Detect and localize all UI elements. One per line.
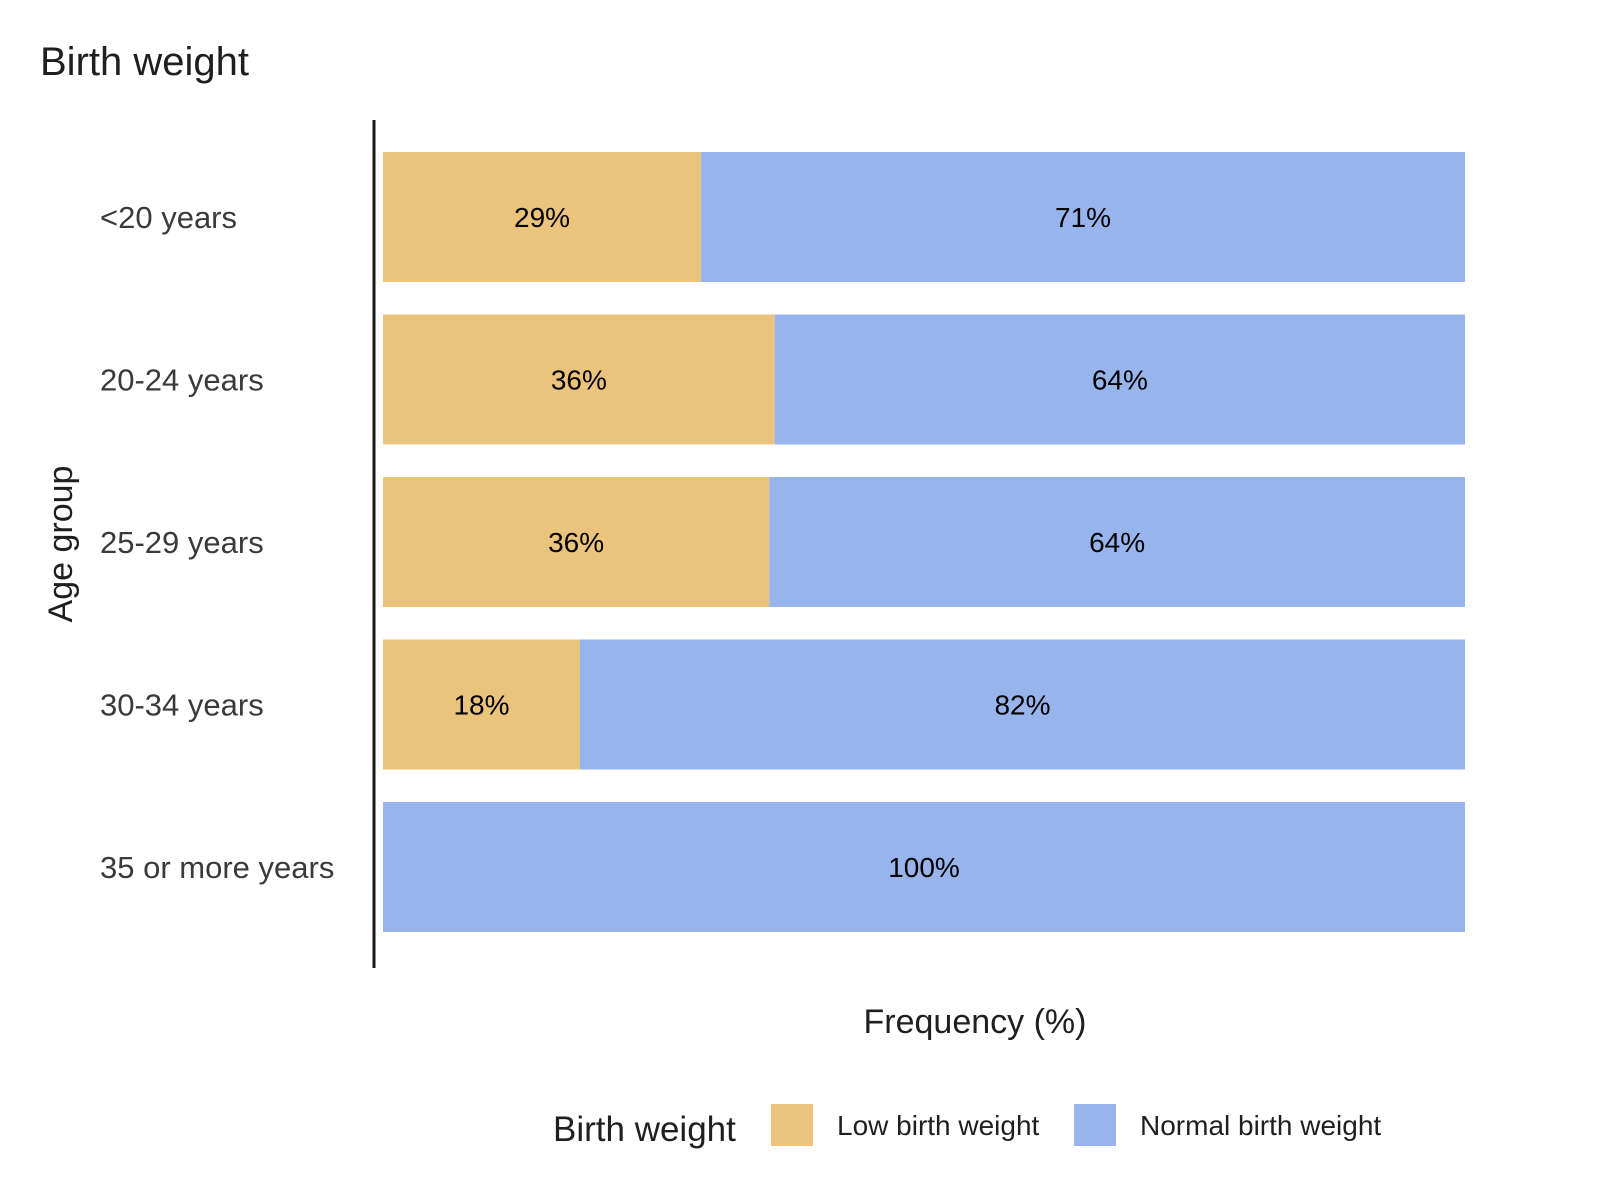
bar-segment-low [383, 639, 580, 770]
y-tick-labels: <20 years 20-24 years 25-29 years 30-34 yea… [100, 200, 334, 885]
data-label: 71% [1055, 202, 1111, 233]
data-label: 100% [888, 852, 960, 883]
bars-group [383, 152, 1465, 932]
data-label: 18% [453, 690, 509, 721]
data-label: 36% [551, 365, 607, 396]
data-label: 64% [1089, 527, 1145, 558]
y-tick-label: <20 years [100, 200, 237, 235]
y-axis-title: Age group [42, 466, 80, 623]
y-tick-label: 30-34 years [100, 688, 264, 723]
bar-segment-normal [769, 477, 1465, 607]
bar-segment-normal [701, 152, 1465, 282]
data-label: 64% [1092, 365, 1148, 396]
bar-segment-normal [579, 639, 1465, 770]
data-label: 36% [548, 527, 604, 558]
data-label: 29% [514, 202, 570, 233]
legend-key [1074, 1104, 1116, 1146]
legend-key [771, 1104, 813, 1146]
legend-label: Low birth weight [837, 1110, 1040, 1141]
legend: Birth weight Low birth weight Normal birt… [553, 1104, 1381, 1149]
bar-segment-low [383, 314, 775, 445]
bar-segment-normal [383, 802, 1465, 932]
data-label: 82% [994, 690, 1050, 721]
legend-items: Low birth weight Normal birth weight [771, 1104, 1381, 1146]
y-tick-label: 35 or more years [100, 850, 334, 885]
legend-title: Birth weight [553, 1110, 736, 1149]
chart-title: Birth weight [40, 40, 249, 84]
data-labels: 29% 71% 36% 64% 36% 64% 18% 82% 100% [453, 202, 1147, 883]
bar-segment-low [383, 152, 702, 282]
y-tick-label: 25-29 years [100, 525, 264, 560]
legend-label: Normal birth weight [1140, 1110, 1381, 1141]
x-axis-title: Frequency (%) [864, 1003, 1087, 1041]
bar-segment-low [383, 477, 770, 607]
bar-segment-normal [774, 314, 1465, 445]
y-tick-label: 20-24 years [100, 363, 264, 398]
